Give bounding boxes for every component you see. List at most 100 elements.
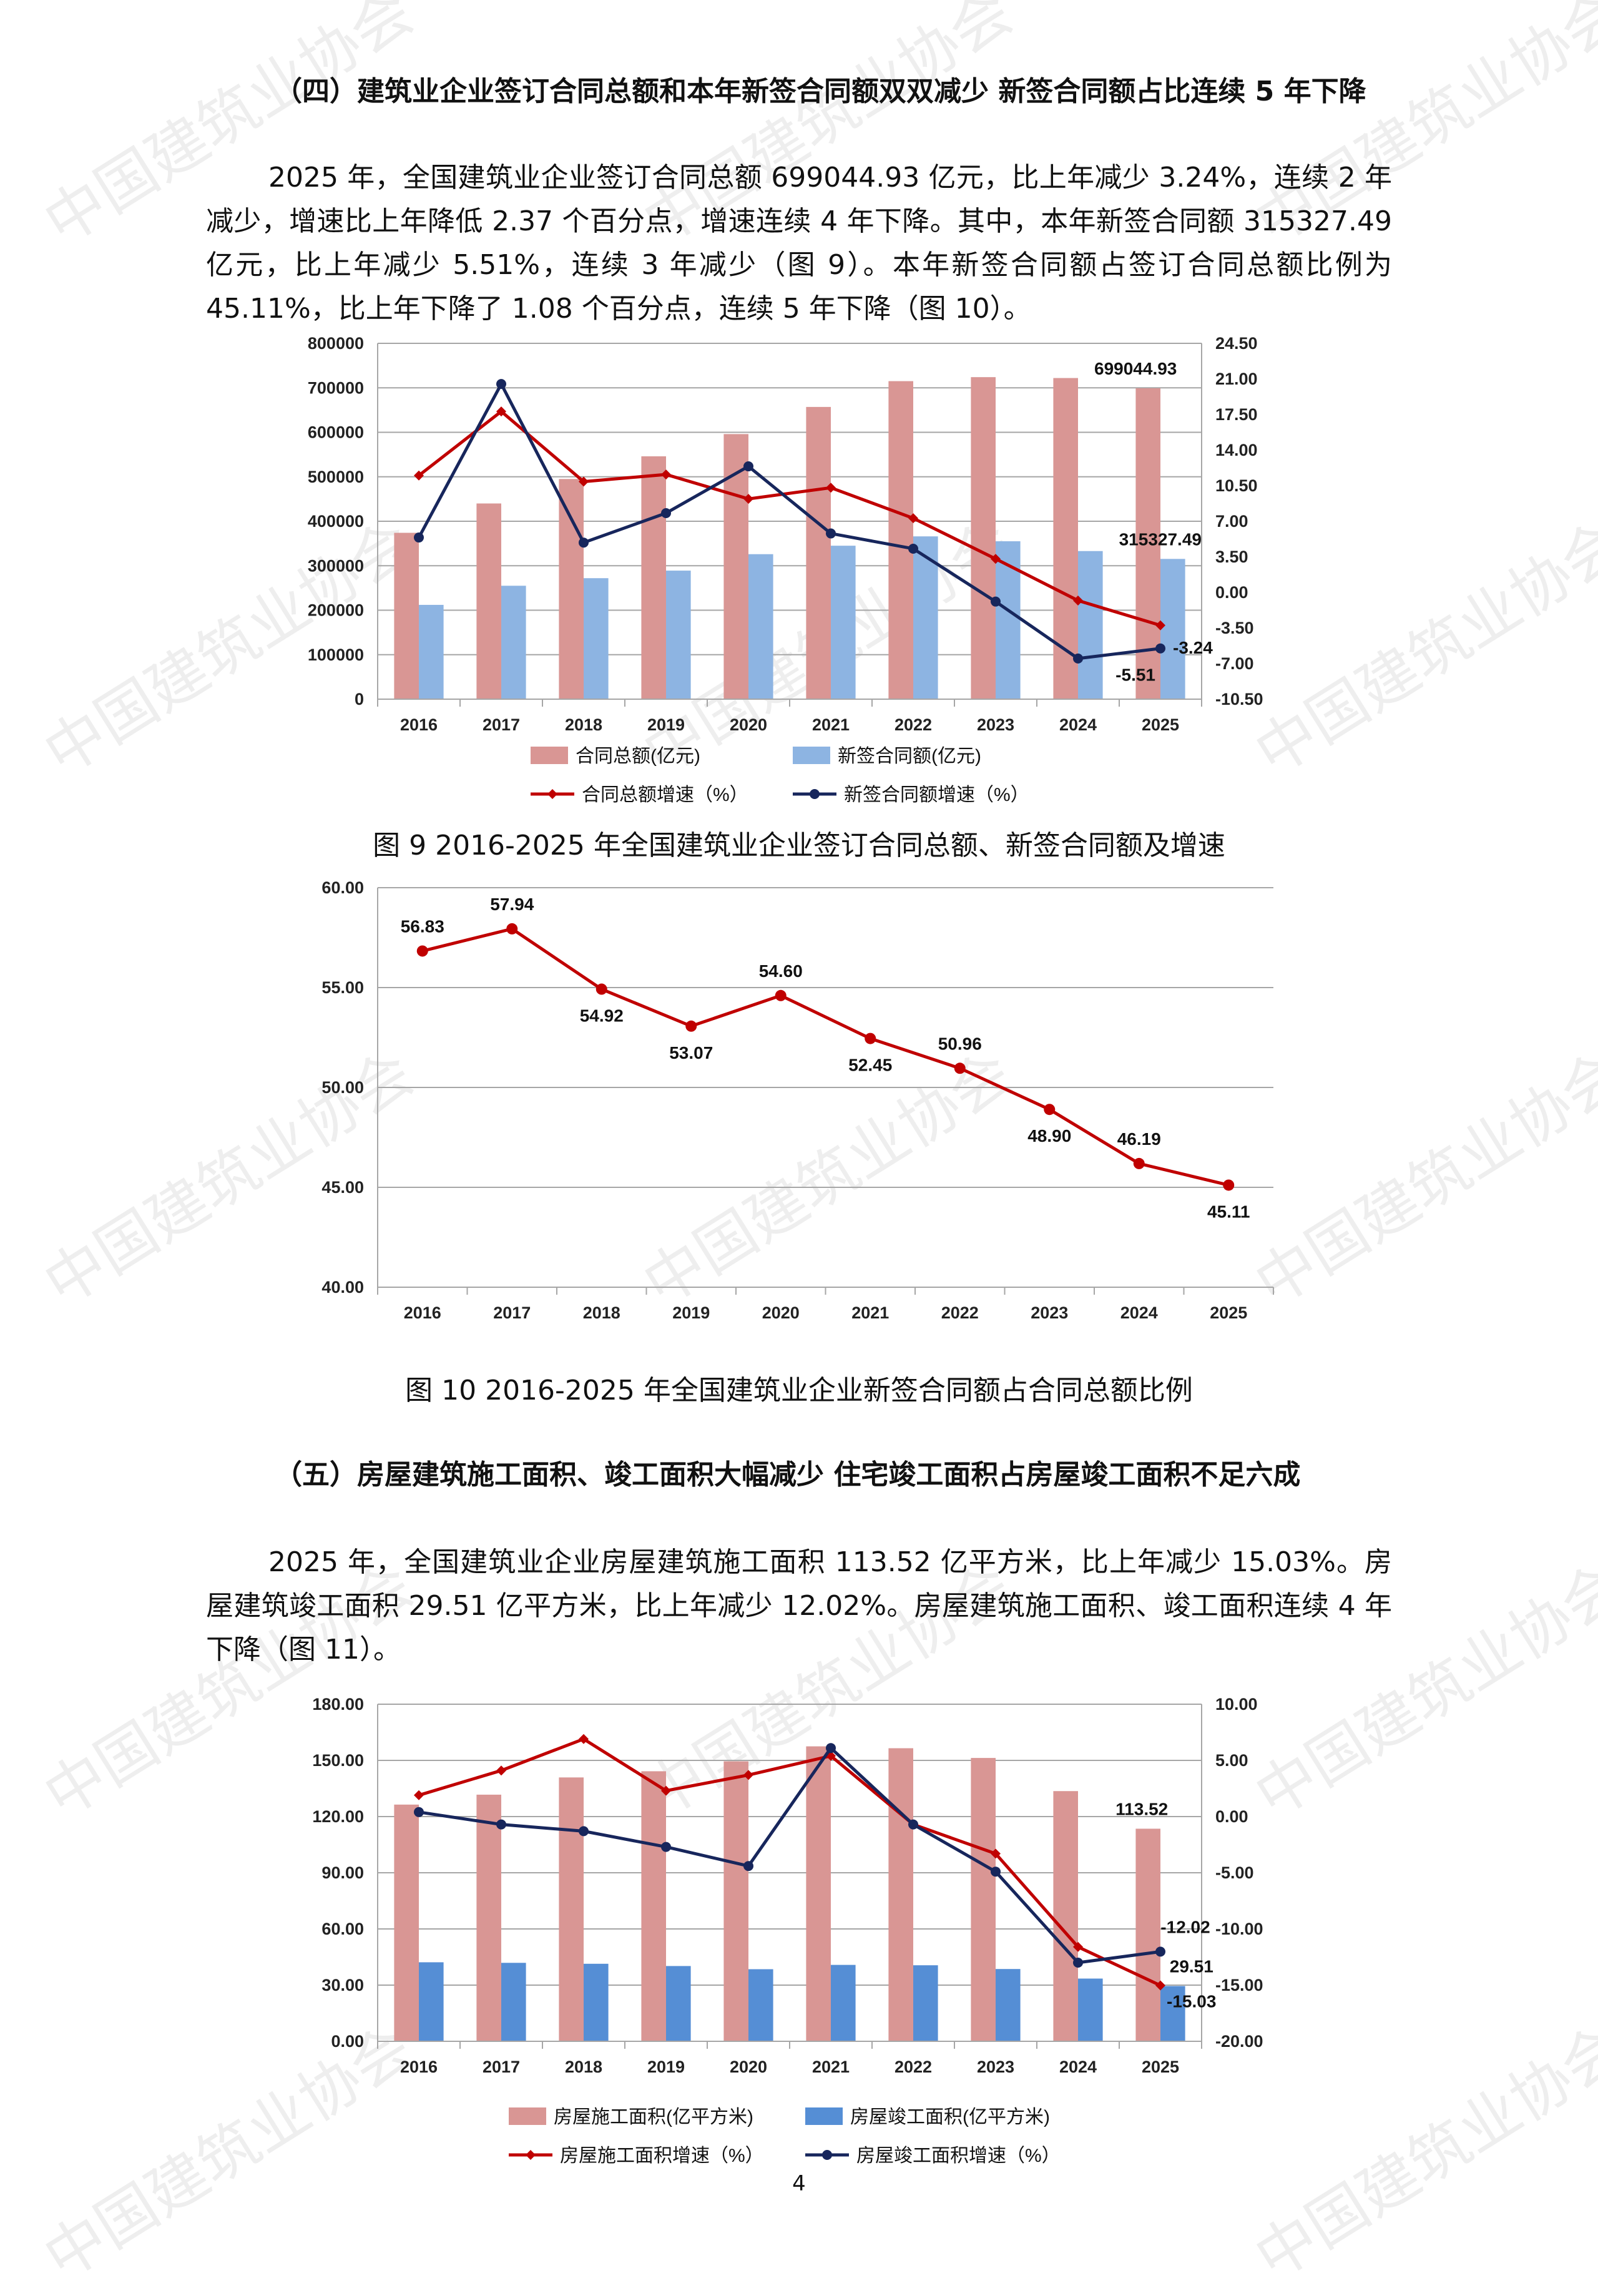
bar xyxy=(723,1761,748,2041)
data-point xyxy=(1073,1958,1083,1968)
data-label: 315327.49 xyxy=(1119,529,1202,549)
legend-swatch xyxy=(531,747,568,764)
data-point xyxy=(414,1807,424,1817)
data-point xyxy=(743,1770,753,1780)
legend-marker xyxy=(822,2150,832,2160)
bar xyxy=(641,1771,666,2041)
y-right-tick-label: 21.00 xyxy=(1215,370,1258,388)
data-point xyxy=(1073,653,1083,664)
y-tick-label: 50.00 xyxy=(321,1078,364,1097)
section-5-heading: （五）房屋建筑施工面积、竣工面积大幅减少 住宅竣工面积占房屋竣工面积不足六成 xyxy=(206,1453,1392,1497)
data-label: 29.51 xyxy=(1170,1956,1213,1976)
bar xyxy=(584,578,609,699)
data-point xyxy=(826,528,836,539)
data-point xyxy=(1073,1941,1083,1952)
data-point xyxy=(661,508,671,518)
x-tick-label: 2023 xyxy=(977,715,1014,734)
legend-swatch xyxy=(805,2107,843,2125)
data-point xyxy=(991,596,1001,607)
data-point xyxy=(414,532,424,543)
data-point xyxy=(865,1033,876,1044)
y-left-tick-label: 150.00 xyxy=(312,1751,364,1770)
y-left-tick-label: 800000 xyxy=(308,334,364,353)
x-tick-label: 2019 xyxy=(647,2058,685,2076)
x-tick-label: 2021 xyxy=(812,715,850,734)
section-5-paragraph-text: 2025 年，全国建筑业企业房屋建筑施工面积 113.52 亿平方米，比上年减少… xyxy=(206,1546,1392,1666)
data-point xyxy=(416,945,428,957)
y-right-tick-label: 14.00 xyxy=(1215,441,1258,459)
bar xyxy=(666,1966,691,2041)
series-line xyxy=(422,927,1229,1187)
data-point xyxy=(1155,620,1165,630)
section-4-heading: （四）建筑业企业签订合同总额和本年新签合同额双双减少 新签合同额占比连续 5 年… xyxy=(206,70,1392,114)
figure-9-chart: 0 100000 200000 300000 400000 500000 600000 700… xyxy=(308,334,1263,805)
data-point xyxy=(414,470,424,481)
bar xyxy=(996,1969,1021,2041)
x-tick-label: 2025 xyxy=(1142,2058,1179,2076)
bar xyxy=(971,1758,996,2041)
x-tick-label: 2017 xyxy=(493,1303,531,1322)
legend-marker xyxy=(526,2150,536,2160)
x-tick-label: 2021 xyxy=(812,2058,850,2076)
section-4-heading-text: （四）建筑业企业签订合同总额和本年新签合同额双双减少 新签合同额占比连续 5 年… xyxy=(275,76,1366,107)
data-point xyxy=(1133,1157,1145,1169)
bar xyxy=(888,1748,913,2041)
data-point xyxy=(743,461,753,472)
bar xyxy=(394,1804,419,2041)
x-tick-label: 2020 xyxy=(730,715,767,734)
series-line xyxy=(418,1737,1162,1987)
y-right-tick-label: 17.50 xyxy=(1215,405,1258,424)
y-right-tick-label: -7.00 xyxy=(1215,654,1254,673)
x-tick-label: 2020 xyxy=(730,2058,767,2076)
data-point xyxy=(743,1861,753,1872)
data-point xyxy=(908,513,918,524)
section-4-paragraph-text: 2025 年，全国建筑业企业签订合同总额 699044.93 亿元，比上年减少 … xyxy=(206,162,1392,325)
data-label: -12.02 xyxy=(1160,1917,1210,1936)
x-tick-label: 2022 xyxy=(941,1303,979,1322)
x-tick-label: 2016 xyxy=(400,715,438,734)
y-left-tick-label: 30.00 xyxy=(321,1976,364,1994)
data-label: 54.92 xyxy=(580,1006,624,1026)
bar xyxy=(666,571,691,699)
bar xyxy=(476,503,501,699)
data-point xyxy=(908,543,918,554)
data-point xyxy=(991,1867,1001,1877)
data-label: 50.96 xyxy=(938,1034,982,1053)
y-right-tick-label: 0.00 xyxy=(1215,1807,1248,1826)
y-right-tick-label: 0.00 xyxy=(1215,583,1248,602)
y-tick-label: 40.00 xyxy=(321,1278,364,1297)
data-point xyxy=(826,483,836,493)
y-right-tick-label: 24.50 xyxy=(1215,334,1258,353)
bar xyxy=(394,532,419,699)
legend-label: 新签合同额(亿元) xyxy=(838,746,981,767)
bar xyxy=(831,1965,856,2041)
y-tick-label: 60.00 xyxy=(321,878,364,897)
data-point xyxy=(743,494,753,504)
x-tick-label: 2020 xyxy=(762,1303,800,1322)
legend-swatch xyxy=(793,747,830,764)
bar xyxy=(806,406,831,699)
bar xyxy=(419,604,444,699)
data-label: 53.07 xyxy=(669,1043,713,1062)
y-right-tick-label: -5.00 xyxy=(1215,1863,1254,1882)
bar xyxy=(806,1746,831,2041)
y-left-tick-label: 600000 xyxy=(308,423,364,442)
x-tick-label: 2023 xyxy=(1031,1303,1068,1322)
data-label: -5.51 xyxy=(1115,665,1155,685)
bar xyxy=(1160,1986,1185,2041)
y-right-tick-label: -10.50 xyxy=(1215,690,1263,709)
data-label: 46.19 xyxy=(1117,1129,1161,1149)
data-point xyxy=(496,1765,506,1776)
data-label: 54.60 xyxy=(759,961,803,981)
x-tick-label: 2018 xyxy=(565,715,602,734)
bar xyxy=(913,1965,938,2041)
y-left-tick-label: 180.00 xyxy=(312,1695,364,1714)
x-tick-label: 2016 xyxy=(404,1303,441,1322)
y-left-tick-label: 60.00 xyxy=(321,1920,364,1938)
x-tick-label: 2023 xyxy=(977,2058,1014,2076)
legend-label: 房屋竣工面积增速（%） xyxy=(856,2146,1061,2166)
section-4-paragraph: 2025 年，全国建筑业企业签订合同总额 699044.93 亿元，比上年减少 … xyxy=(206,156,1392,331)
bar xyxy=(831,546,856,699)
y-tick-label: 45.00 xyxy=(321,1178,364,1197)
